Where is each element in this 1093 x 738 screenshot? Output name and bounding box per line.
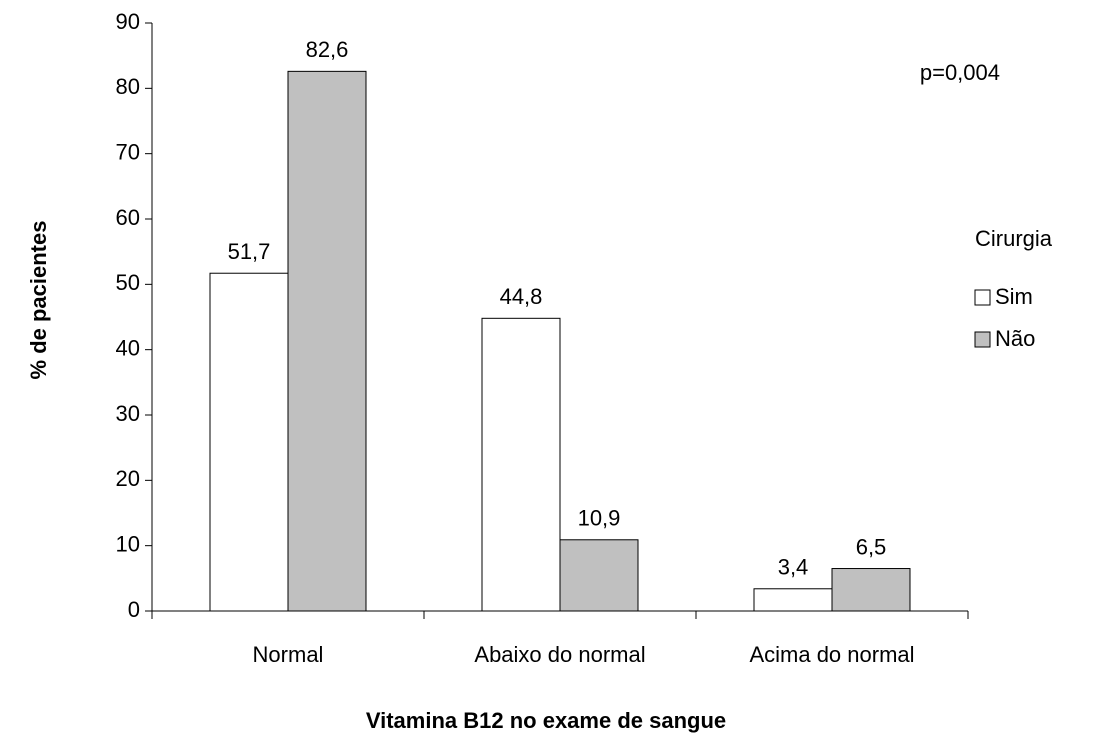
y-tick-label: 70: [116, 139, 140, 164]
legend-title: Cirurgia: [975, 226, 1053, 251]
y-tick-label: 40: [116, 335, 140, 360]
y-tick-label: 60: [116, 205, 140, 230]
x-tick-label: Normal: [253, 642, 324, 667]
bar: [559, 539, 639, 612]
data-label: 82,6: [306, 37, 349, 62]
data-label: 3,4: [778, 555, 809, 580]
y-tick-label: 80: [116, 74, 140, 99]
y-tick-label: 10: [116, 531, 140, 556]
y-tick-label: 20: [116, 466, 140, 491]
y-tick-label: 0: [128, 597, 140, 622]
y-tick-label: 90: [116, 9, 140, 34]
bar: [287, 70, 367, 612]
y-axis-label: % de pacientes: [26, 221, 51, 380]
data-label: 44,8: [500, 284, 543, 309]
annotation: p=0,004: [920, 60, 1000, 85]
x-tick-label: Acima do normal: [749, 642, 914, 667]
data-label: 51,7: [228, 239, 271, 264]
y-tick-label: 50: [116, 270, 140, 295]
legend-label: Sim: [995, 284, 1033, 309]
data-label: 6,5: [856, 534, 887, 559]
legend-swatch: [974, 289, 991, 306]
x-axis-label: Vitamina B12 no exame de sangue: [366, 708, 726, 733]
legend-swatch: [974, 331, 991, 348]
data-label: 10,9: [578, 506, 621, 531]
bar: [209, 272, 289, 612]
bar: [481, 317, 561, 612]
bar: [831, 568, 911, 612]
bar: [753, 588, 833, 612]
y-tick-label: 30: [116, 401, 140, 426]
x-tick-label: Abaixo do normal: [474, 642, 645, 667]
legend-label: Não: [995, 326, 1035, 351]
